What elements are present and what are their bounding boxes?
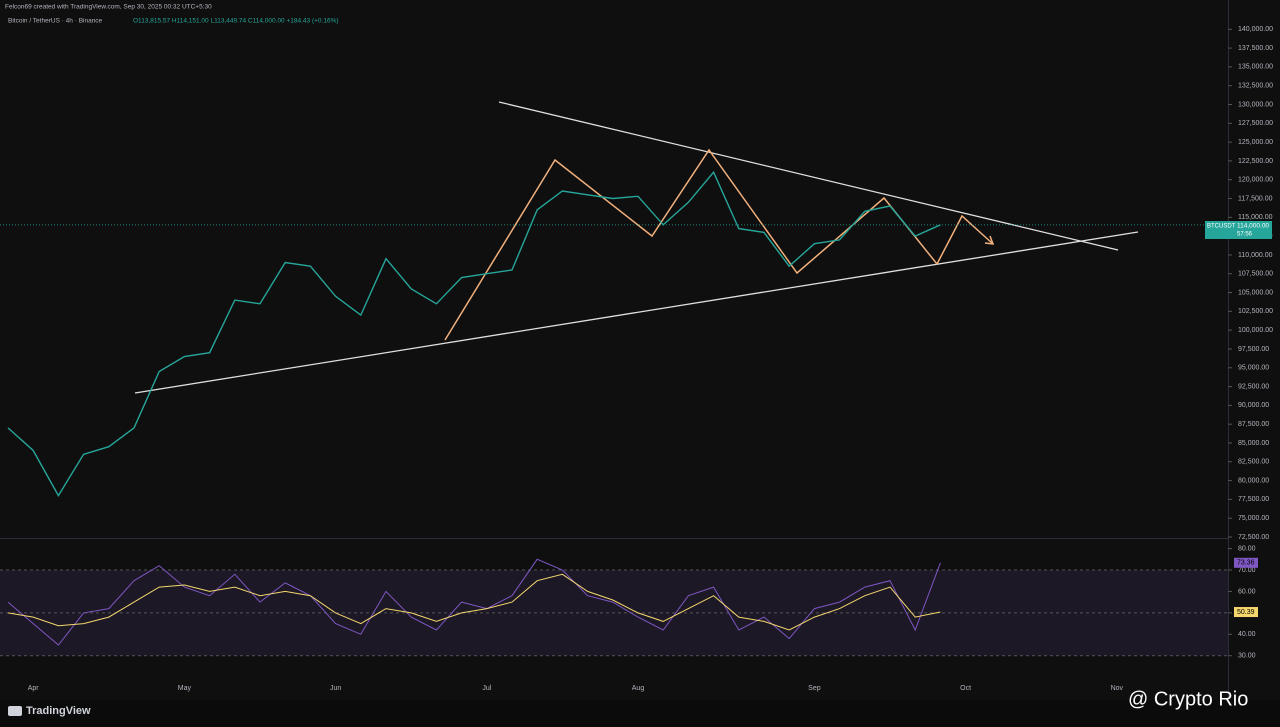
x-tick-label: Oct: [960, 685, 971, 692]
watermark: @ Crypto Rio: [1128, 688, 1248, 710]
y-tick-label: 140,000.00: [1238, 26, 1273, 33]
y-tick-label: 70.00: [1238, 567, 1256, 574]
rsi-tag-box: [1234, 607, 1258, 618]
footer-bar: [0, 700, 1280, 727]
y-tick-label: 92,500.00: [1238, 383, 1269, 390]
y-tick-label: 87,500.00: [1238, 421, 1269, 428]
y-tick-label: 100,000.00: [1238, 327, 1273, 334]
y-tick-label: 137,500.00: [1238, 45, 1273, 52]
y-tick-label: 127,500.00: [1238, 120, 1273, 127]
wave-path: [444, 148, 938, 341]
y-tick-label: 77,500.00: [1238, 496, 1269, 503]
y-tick-label: 117,500.00: [1238, 195, 1273, 202]
rsi-tag: 73.36: [1237, 560, 1255, 567]
y-tick-label: 72,500.00: [1238, 534, 1269, 541]
y-tick-label: 85,000.00: [1238, 440, 1269, 447]
rsi-tag-box: [1234, 557, 1258, 568]
y-tick-label: 107,500.00: [1238, 271, 1273, 278]
ohlc: O113,815.57 H114,151.00 L113,449.74 C114…: [133, 18, 339, 25]
brand-logo: [8, 706, 22, 716]
rsi-tag: 50.39: [1237, 609, 1255, 616]
rsi-line: [7, 558, 941, 646]
credit: Felcon69 created with TradingView.com, S…: [5, 4, 212, 11]
y-tick-label: 75,000.00: [1238, 515, 1269, 522]
lower-trendline: [134, 231, 1139, 394]
price-tag-box: [1229, 221, 1272, 239]
x-tick-label: Nov: [1111, 685, 1124, 692]
x-tick-label: Jun: [330, 685, 341, 692]
y-tick-label: 110,000.00: [1238, 252, 1273, 259]
price-line: [7, 170, 941, 497]
x-tick-label: Apr: [28, 685, 40, 692]
y-tick-label: 82,500.00: [1238, 459, 1269, 466]
rsi-line: [7, 573, 941, 631]
arrow-head: [984, 235, 995, 245]
y-tick-label: 125,000.00: [1238, 139, 1273, 146]
x-tick-label: Aug: [632, 685, 645, 692]
upper-trendline: [498, 101, 1119, 251]
y-tick-label: 30.00: [1238, 653, 1256, 660]
y-tick-label: 135,000.00: [1238, 64, 1273, 71]
y-tick-label: 40.00: [1238, 631, 1256, 638]
projection-path: [936, 214, 994, 265]
y-tick-label: 105,000.00: [1238, 289, 1273, 296]
y-tick-label: 122,500.00: [1238, 158, 1273, 165]
x-tick-label: Jul: [482, 685, 491, 692]
y-tick-label: 90,000.00: [1238, 402, 1269, 409]
y-tick-label: 102,500.00: [1238, 308, 1273, 315]
y-tick-label: 97,500.00: [1238, 346, 1269, 353]
x-tick-label: May: [178, 685, 192, 692]
price-tag: BTCUSDT 114,000.00 57:56: [1205, 221, 1272, 239]
y-tick-label: 80,000.00: [1238, 477, 1269, 484]
y-tick-label: 132,500.00: [1238, 83, 1273, 90]
y-tick-label: 95,000.00: [1238, 365, 1269, 372]
tag-countdown: 57:56: [1237, 232, 1253, 238]
tag-price: 114,000.00: [1237, 223, 1269, 230]
x-tick-label: Sep: [808, 685, 821, 692]
drawings: [134, 101, 1139, 394]
y-tick-label: 60.00: [1238, 588, 1256, 595]
tag-symbol: BTCUSDT: [1207, 224, 1236, 230]
y-tick-label: 115,000.00: [1238, 214, 1273, 221]
symbol-tag: [1205, 221, 1229, 239]
symbol: Bitcoin / TetherUS · 4h · Binance: [8, 18, 103, 25]
y-tick-label: 130,000.00: [1238, 101, 1273, 108]
y-tick-label: 120,000.00: [1238, 177, 1273, 184]
y-tick-label: 80.00: [1238, 545, 1256, 552]
brand: TradingView: [26, 705, 91, 717]
